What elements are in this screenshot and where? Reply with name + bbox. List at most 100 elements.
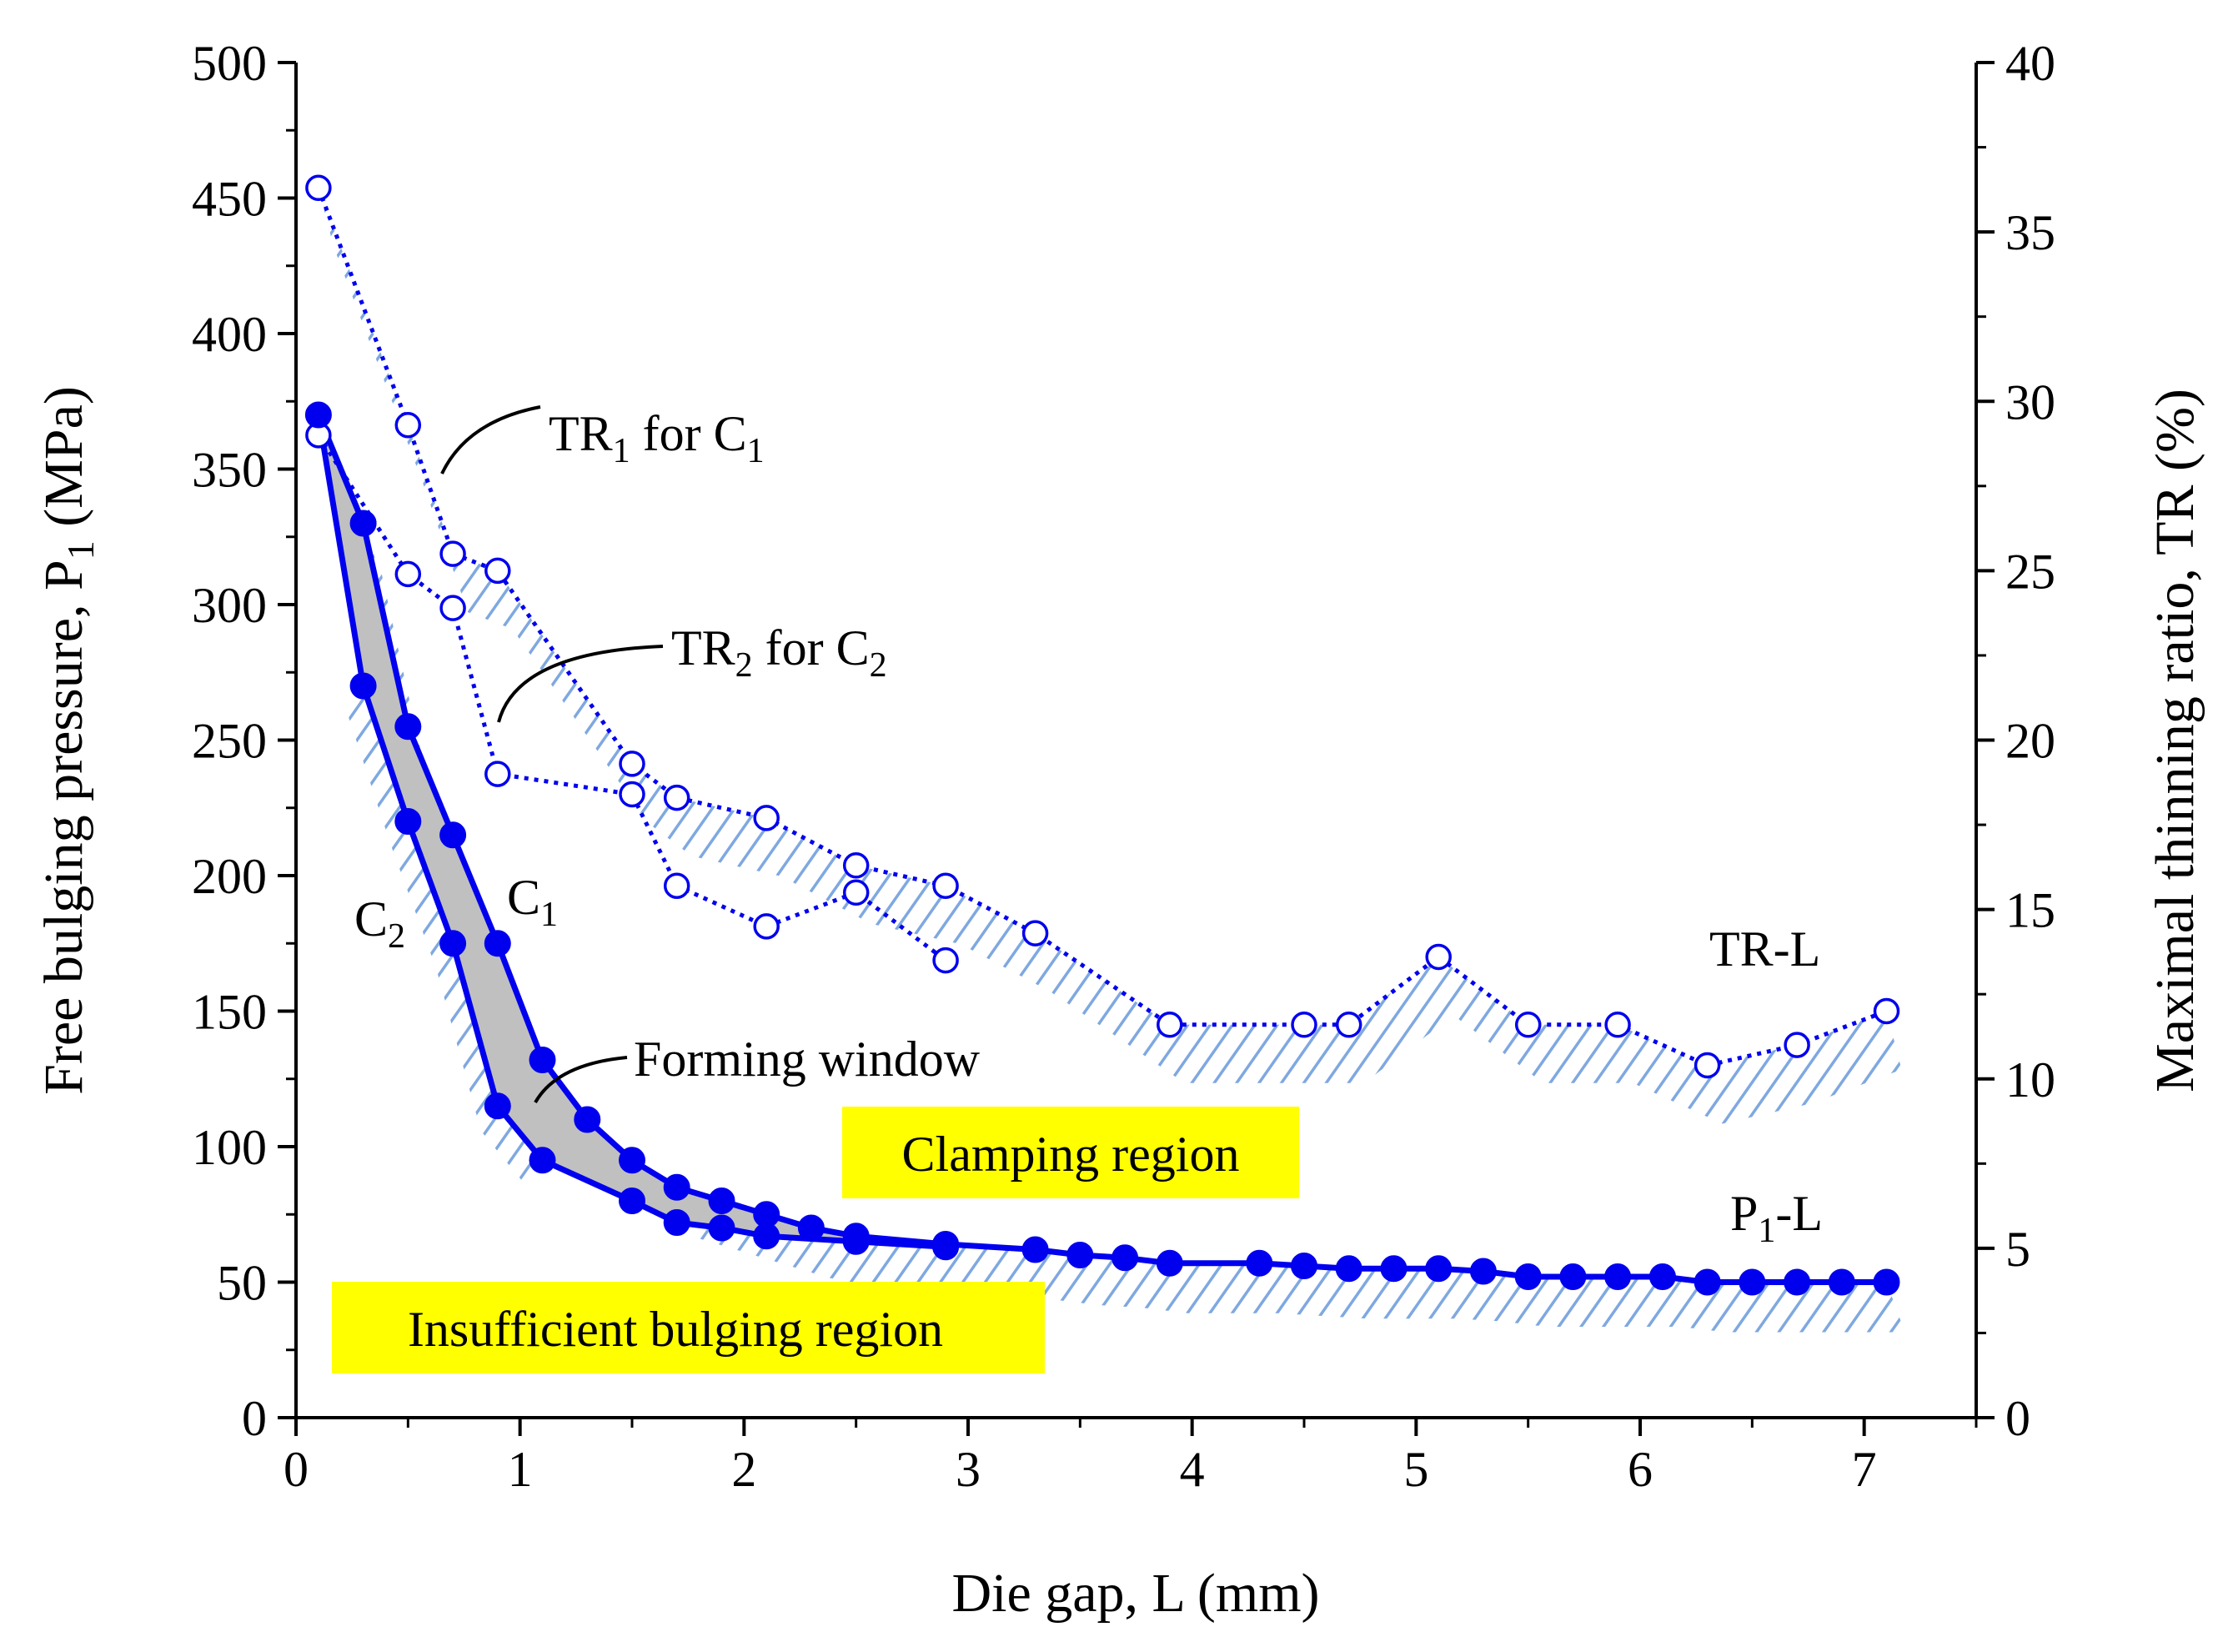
- tr2-line: [316, 434, 947, 962]
- tr2-point: [484, 761, 511, 787]
- clamping-region-box: [842, 1107, 1299, 1198]
- tr-l-label: TR-L: [1709, 921, 1820, 977]
- tr1-point: [1291, 1012, 1317, 1038]
- tr2-label: TR2 for C2: [671, 620, 887, 685]
- c1-point: [1156, 1249, 1183, 1277]
- c1-point: [529, 1047, 556, 1073]
- c1-point: [1873, 1268, 1900, 1296]
- c1-point: [349, 510, 377, 537]
- x-tick-label: 1: [508, 1442, 533, 1497]
- c1-point: [1111, 1244, 1139, 1272]
- c1-point: [1469, 1258, 1497, 1285]
- c1-point: [1021, 1236, 1049, 1263]
- y2-tick-label: 15: [2005, 883, 2055, 938]
- c1-point: [1739, 1268, 1766, 1296]
- x-tick-label: 3: [956, 1442, 981, 1497]
- tr2-point: [663, 872, 690, 899]
- c2-point: [484, 1092, 511, 1120]
- tr1-point: [1873, 997, 1900, 1025]
- c1-point: [1604, 1263, 1632, 1290]
- c2-point: [439, 930, 467, 957]
- c1-point: [1380, 1255, 1408, 1283]
- y2-tick-label: 20: [2005, 714, 2055, 769]
- y2-ticks: 0 5 10 15 20 25 30 35 40: [1976, 36, 2055, 1446]
- axes-frame: [294, 63, 1978, 1419]
- c1-point: [1559, 1263, 1587, 1290]
- x-tick-label: 6: [1628, 1442, 1653, 1497]
- tr1-point: [394, 411, 422, 439]
- y-tick-label: 300: [192, 578, 267, 633]
- c1-point: [797, 1214, 825, 1242]
- c1-point: [1828, 1268, 1855, 1296]
- tr1-point: [842, 852, 870, 879]
- forming-window-label: Forming window: [634, 1032, 981, 1087]
- tr1-point: [1604, 1012, 1631, 1038]
- c1-point: [304, 401, 332, 429]
- c2-point: [619, 1188, 645, 1214]
- y2-axis-title: Maximal thinning ratio, TR (%): [2145, 389, 2205, 1092]
- c1-label: C1: [507, 870, 558, 934]
- tr1-point: [1425, 943, 1452, 971]
- c1-point: [484, 930, 511, 957]
- tr1-point: [663, 784, 690, 811]
- c1-point: [574, 1106, 601, 1133]
- tr2-point: [753, 913, 780, 940]
- y2-tick-label: 5: [2005, 1222, 2030, 1277]
- y-axis-title: Free bulging pressure, P1 (MPa): [33, 386, 102, 1095]
- x-ticks: 0 1 2 3 4 5 6 7: [284, 1418, 1978, 1497]
- y-tick-label: 100: [192, 1120, 267, 1175]
- insufficient-region-label: Insufficient bulging region: [408, 1302, 943, 1357]
- y2-tick-label: 35: [2005, 205, 2055, 260]
- x-tick-label: 2: [731, 1442, 756, 1497]
- tr1-point: [1157, 1012, 1183, 1038]
- tr1-point: [1335, 1012, 1362, 1038]
- c1-point: [1335, 1255, 1362, 1283]
- tr2-point: [932, 947, 959, 974]
- tr1-point: [932, 872, 959, 899]
- tr2-point: [619, 781, 645, 808]
- insufficient-region-box: [332, 1282, 1045, 1373]
- x-tick-label: 5: [1403, 1442, 1428, 1497]
- x-tick-label: 0: [284, 1442, 309, 1497]
- y2-tick-label: 0: [2005, 1391, 2030, 1446]
- c2-label: C2: [354, 891, 405, 956]
- c1-point: [1514, 1263, 1542, 1290]
- tr1-point: [753, 805, 780, 831]
- c1-point: [1694, 1268, 1721, 1296]
- c2-point: [394, 808, 422, 835]
- x-tick-label: 4: [1180, 1442, 1205, 1497]
- tr1-point: [1784, 1032, 1810, 1058]
- y-tick-label: 200: [192, 849, 267, 904]
- x-axis-title: Die gap, L (mm): [951, 1563, 1319, 1624]
- c2-point: [349, 672, 377, 700]
- c1-point: [439, 821, 467, 849]
- clamping-region-label: Clamping region: [902, 1127, 1240, 1182]
- tr2-leader-line: [497, 645, 664, 723]
- c1-point: [619, 1147, 645, 1174]
- c1-point: [708, 1188, 735, 1214]
- y2-tick-label: 40: [2005, 36, 2055, 91]
- tr1-point: [1514, 1012, 1542, 1038]
- y-tick-label: 500: [192, 36, 267, 91]
- y2-tick-label: 25: [2005, 544, 2055, 599]
- c1-point: [1291, 1253, 1317, 1279]
- c2-line: [315, 414, 946, 1250]
- c1-point: [1425, 1255, 1453, 1283]
- y-tick-label: 350: [192, 443, 267, 498]
- c1-point: [1648, 1263, 1676, 1290]
- tr2-point: [439, 595, 466, 621]
- c2-point: [663, 1209, 690, 1236]
- y-tick-label: 450: [192, 172, 267, 227]
- c1-point: [394, 713, 422, 741]
- y-ticks: 0 50 100 150 200 250 300 350 400 450 500: [192, 36, 296, 1446]
- x-tick-label: 7: [1852, 1442, 1877, 1497]
- tr1-point: [484, 557, 511, 585]
- c2-point: [529, 1147, 556, 1174]
- tr1-point: [1694, 1052, 1721, 1079]
- y-tick-label: 150: [192, 985, 267, 1040]
- y2-tick-label: 10: [2005, 1052, 2055, 1107]
- tr2-point: [842, 879, 870, 906]
- tr1-label: TR1 for C1: [549, 406, 765, 470]
